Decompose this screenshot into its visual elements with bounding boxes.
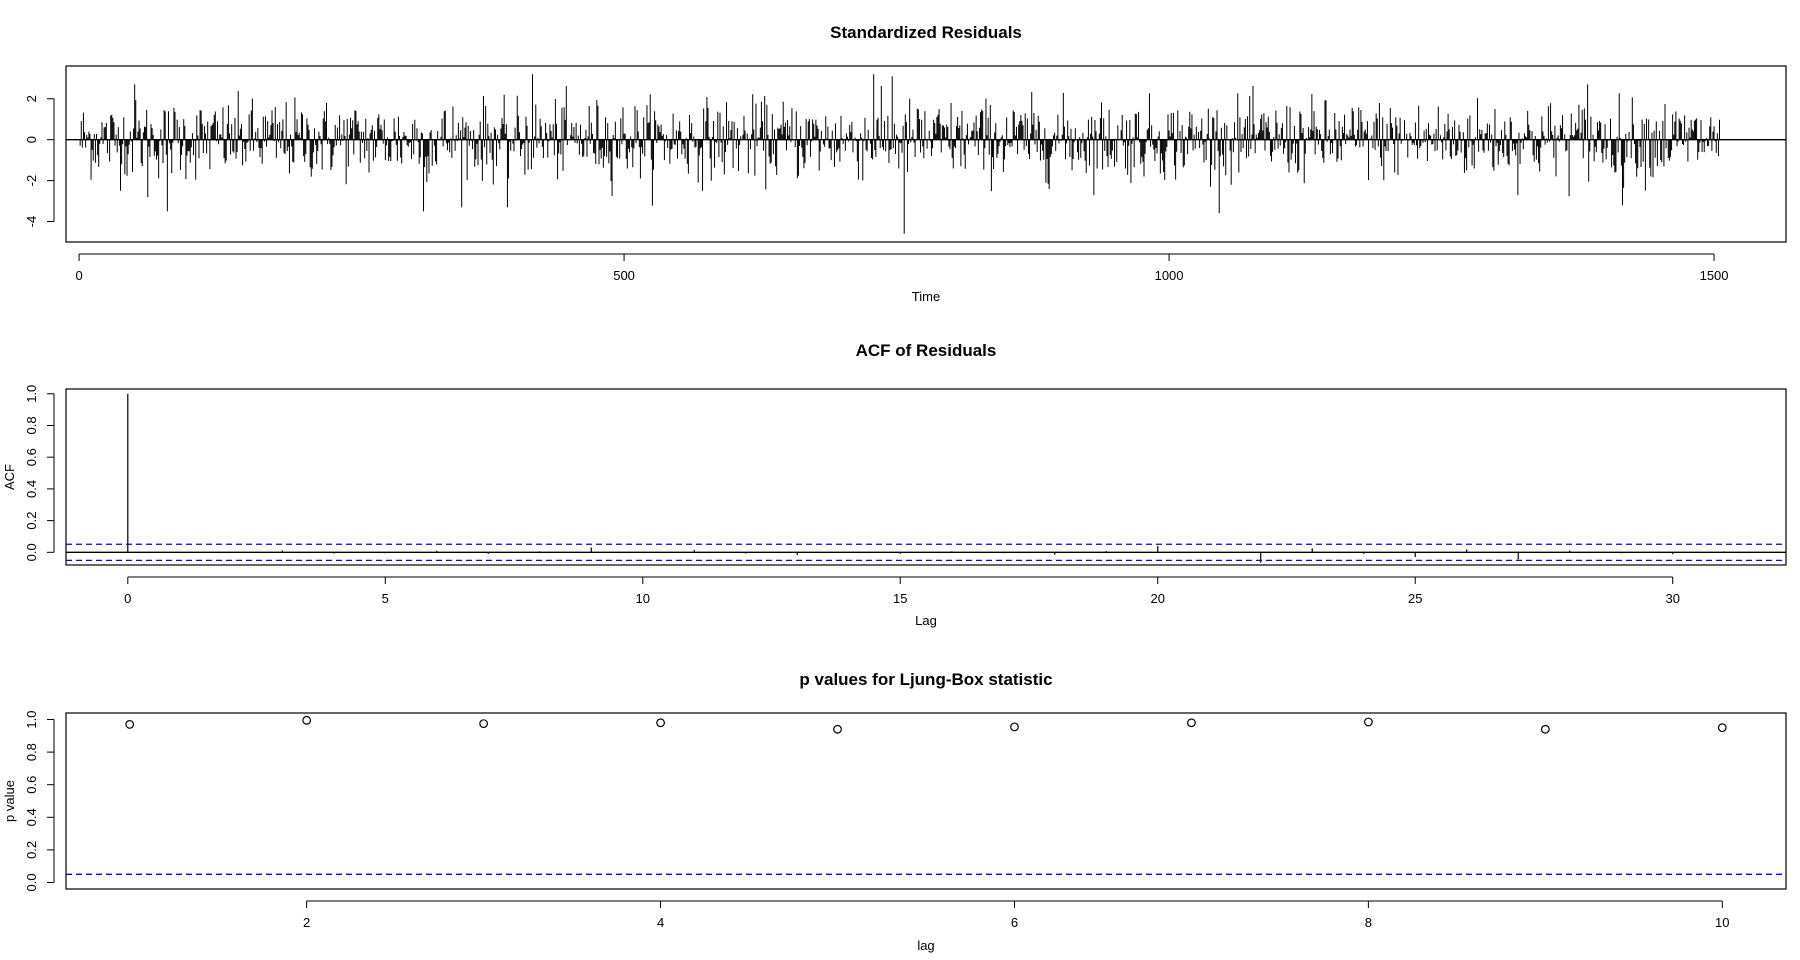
standardized-residuals-panel: Standardized Residuals 0 500 1000 1500 Time -4… xyxy=(24,23,1787,304)
y-axis-label: p value xyxy=(2,780,17,822)
y-tick-label: 0.0 xyxy=(24,543,39,561)
p-value-point xyxy=(125,720,135,729)
residual-bars xyxy=(79,74,1721,234)
x-tick-label: 4 xyxy=(657,915,664,930)
x-tick-label: 5 xyxy=(382,591,389,606)
y-tick-label: 0.6 xyxy=(24,776,39,794)
acf-panel: ACF of Residuals 0 5 10 15 20 25 30 Lag 0.0 0.2 0.4… xyxy=(2,341,1787,628)
y-axis-label: ACF xyxy=(2,464,17,490)
chart-title: ACF of Residuals xyxy=(856,341,997,360)
p-value-point xyxy=(1187,718,1196,728)
y-tick-label: 0.2 xyxy=(24,841,39,859)
y-tick-label: -2 xyxy=(24,175,39,187)
y-tick-label: -4 xyxy=(24,216,39,228)
y-tick-label: 0.8 xyxy=(24,416,39,434)
plot-frame xyxy=(65,65,1787,243)
chart-title: Standardized Residuals xyxy=(830,23,1022,42)
y-tick-label: 0.4 xyxy=(24,808,39,826)
x-tick-label: 15 xyxy=(893,591,907,606)
x-tick-label: 10 xyxy=(636,591,650,606)
p-value-point xyxy=(833,724,842,734)
p-value-point xyxy=(1363,717,1373,727)
x-tick-label: 2 xyxy=(303,915,310,930)
chart-title: p values for Ljung-Box statistic xyxy=(799,670,1052,689)
x-tick-label: 1500 xyxy=(1700,268,1729,283)
p-value-point xyxy=(1540,724,1550,734)
ljung-box-panel: p values for Ljung-Box statistic 2 4 6 8 10 la… xyxy=(2,670,1787,953)
x-tick-label: 25 xyxy=(1408,591,1422,606)
y-tick-label: 2 xyxy=(24,95,39,102)
x-tick-label: 10 xyxy=(1715,915,1729,930)
y-tick-label: 0.6 xyxy=(24,448,39,466)
x-tick-label: 0 xyxy=(75,268,82,283)
x-tick-label: 500 xyxy=(613,268,635,283)
y-tick-label: 0.8 xyxy=(24,743,39,761)
x-tick-label: 6 xyxy=(1011,915,1018,930)
plot-frame xyxy=(65,388,1787,566)
x-tick-label: 20 xyxy=(1151,591,1165,606)
y-tick-label: 0.2 xyxy=(24,512,39,530)
y-tick-label: 1.0 xyxy=(24,710,39,728)
x-axis-label: lag xyxy=(917,938,934,953)
y-tick-label: 1.0 xyxy=(24,385,39,403)
p-value-point xyxy=(656,718,665,728)
y-tick-label: 0.0 xyxy=(24,873,39,891)
y-tick-label: 0.4 xyxy=(24,480,39,498)
plot-frame xyxy=(65,712,1787,890)
p-value-point xyxy=(479,719,489,728)
p-value-point xyxy=(302,715,312,725)
x-axis-label: Time xyxy=(912,289,940,304)
p-value-point xyxy=(1717,723,1727,733)
x-tick-label: 8 xyxy=(1365,915,1372,930)
x-tick-label: 30 xyxy=(1665,591,1679,606)
x-tick-label: 1000 xyxy=(1155,268,1184,283)
x-axis-label: Lag xyxy=(915,613,937,628)
x-tick-label: 0 xyxy=(124,591,131,606)
p-value-point xyxy=(1010,722,1019,732)
y-tick-label: 0 xyxy=(24,136,39,143)
